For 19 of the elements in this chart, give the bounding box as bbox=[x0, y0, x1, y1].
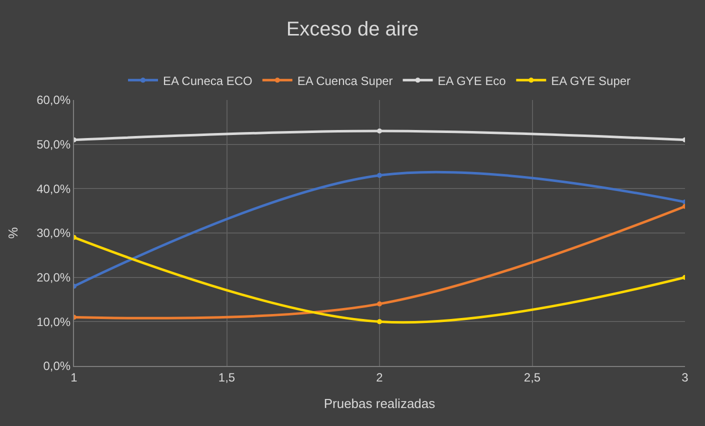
x-tick-label: 1 bbox=[70, 370, 78, 384]
chart-title: Exceso de aire bbox=[286, 18, 419, 40]
x-tick-label: 1,5 bbox=[218, 370, 236, 384]
legend-label: EA Cuenca Super bbox=[297, 74, 393, 88]
y-tick-label: 50,0% bbox=[36, 138, 71, 152]
y-tick-label: 10,0% bbox=[36, 314, 71, 329]
y-tick-label: 40,0% bbox=[36, 182, 71, 196]
legend-label: EA Cuneca ECO bbox=[163, 74, 252, 88]
legend-label: EA GYE Eco bbox=[438, 74, 506, 88]
y-tick-label: 20,0% bbox=[36, 270, 71, 285]
y-tick-label: 60,0% bbox=[36, 93, 71, 108]
y-axis-title: % bbox=[6, 226, 21, 239]
x-axis-title: Pruebas realizadas bbox=[324, 396, 436, 411]
legend-label: EA GYE Super bbox=[551, 74, 631, 88]
x-tick-label: 2 bbox=[376, 370, 384, 384]
y-tick-label: 0,0% bbox=[43, 359, 71, 374]
x-tick-label: 3 bbox=[682, 370, 689, 384]
y-tick-label: 30,0% bbox=[36, 226, 71, 240]
x-tick-label: 2,5 bbox=[524, 370, 541, 384]
